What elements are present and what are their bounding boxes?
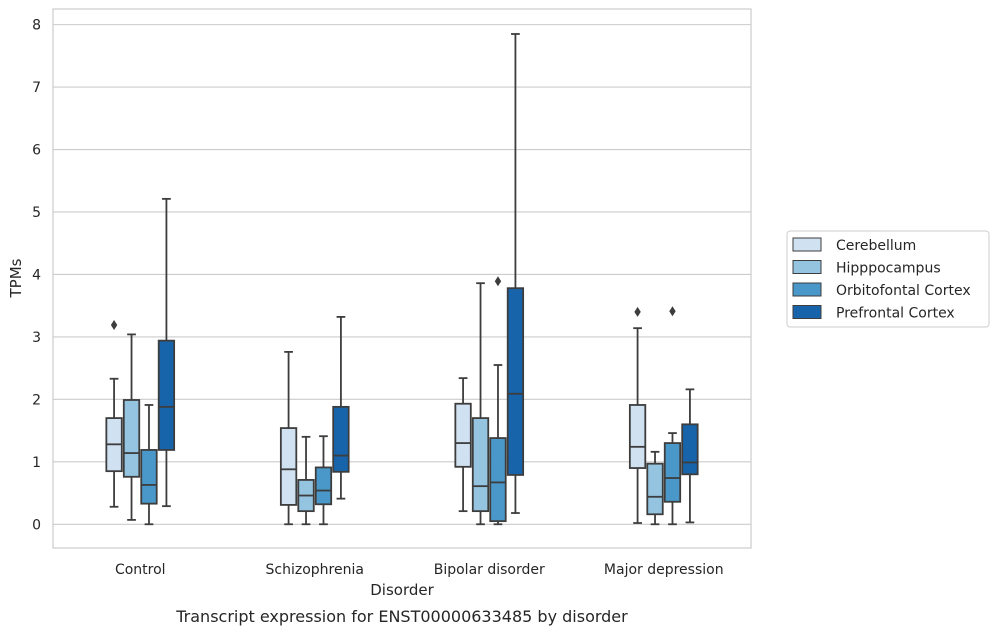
box-1-2 (471, 282, 490, 526)
box-1-1 (297, 435, 315, 526)
legend-label: Prefrontal Cortex (836, 306, 955, 322)
x-tick-label: Major depression (604, 562, 724, 578)
x-tick-label: Bipolar disorder (434, 562, 545, 578)
box-iqr (122, 399, 141, 478)
box-2-3 (663, 306, 682, 526)
box-iqr (489, 437, 507, 523)
box-3-1 (332, 316, 350, 500)
legend-label: Hipppocampus (836, 261, 941, 277)
box-iqr (157, 339, 176, 451)
box-iqr (628, 404, 647, 469)
legend-swatch (792, 305, 822, 319)
y-tick-label: 2 (32, 392, 41, 408)
x-axis-label: Disorder (370, 581, 434, 599)
legend-label: Orbitofontal Cortex (836, 283, 971, 299)
box-2-0 (140, 404, 158, 526)
legend-frame (786, 230, 990, 328)
legend-swatch (792, 282, 822, 297)
box-3-2 (506, 33, 525, 514)
box-1-0 (122, 333, 141, 521)
box-3-0 (157, 197, 176, 508)
outlier-point (494, 276, 502, 287)
outlier-point (669, 306, 676, 317)
x-tick-labels: Control Schizophrenia Bipolar disorder Majo… (115, 562, 724, 578)
legend-label: Cerebellum (836, 238, 916, 254)
box-2-1 (314, 435, 333, 526)
box-iqr (506, 287, 525, 476)
legend: Cerebellum Hipppocampus Orbitofontal Corte… (786, 230, 990, 328)
grid-layer (53, 24, 751, 525)
y-tick-label: 4 (32, 267, 41, 283)
outlier-point (110, 320, 118, 331)
box-1-3 (646, 450, 664, 526)
y-tick-label: 1 (32, 455, 41, 471)
box-iqr (279, 427, 298, 506)
y-tick-label: 0 (32, 517, 41, 533)
box-0-2 (454, 377, 472, 513)
box-iqr (681, 423, 699, 476)
y-tick-label: 7 (32, 80, 41, 96)
box-iqr (332, 405, 350, 473)
box-iqr (646, 462, 664, 516)
box-0-1 (279, 350, 298, 526)
box-0-0 (105, 320, 123, 508)
box-0-3 (628, 306, 647, 524)
y-tick-label: 6 (32, 143, 41, 159)
box-iqr (663, 442, 682, 503)
y-tick-labels: 0 1 2 3 4 5 6 7 8 (32, 18, 41, 534)
legend-swatch (792, 237, 822, 252)
chart-caption: Transcript expression for ENST0000063348… (175, 607, 628, 626)
plot-frame (52, 8, 752, 549)
box-iqr (471, 417, 490, 513)
y-tick-label: 8 (32, 18, 41, 34)
y-axis-label: TPMs (7, 258, 25, 298)
box-iqr (454, 402, 472, 468)
boxes-layer (105, 33, 699, 526)
outlier-point (634, 306, 641, 317)
x-tick-label: Schizophrenia (266, 562, 364, 578)
box-iqr (140, 449, 158, 505)
x-tick-label: Control (115, 562, 166, 578)
legend-swatch (792, 260, 822, 274)
y-tick-label: 5 (32, 205, 41, 221)
box-3-3 (681, 388, 699, 524)
y-tick-label: 3 (32, 330, 41, 346)
box-iqr (314, 466, 333, 506)
box-2-2 (489, 276, 507, 526)
